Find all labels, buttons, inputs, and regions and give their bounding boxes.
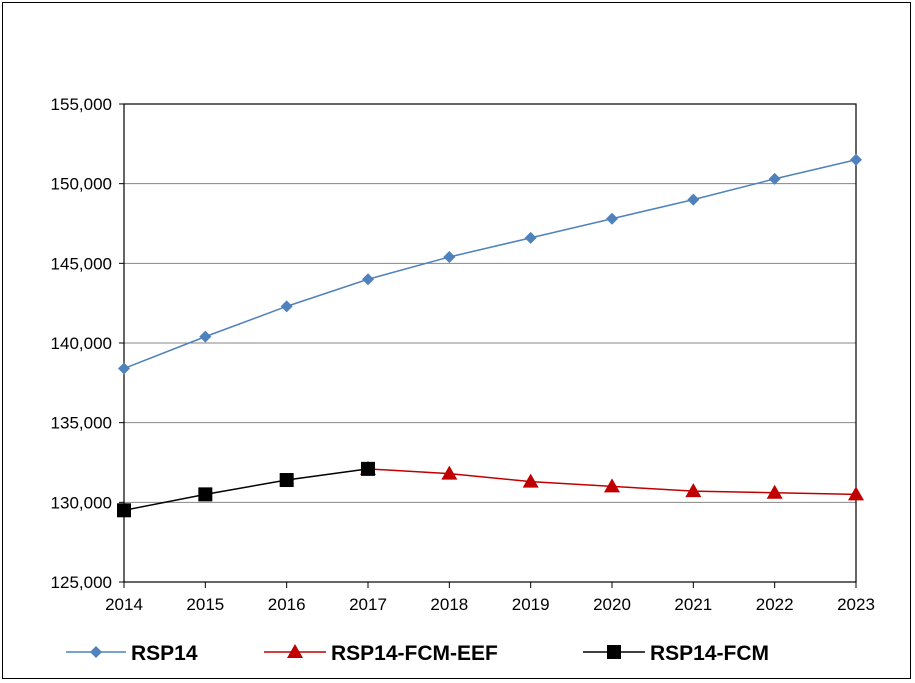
data-point-rsp14-fcm-eef: [848, 486, 864, 501]
data-point-rsp14: [280, 300, 293, 313]
data-point-rsp14: [199, 330, 212, 343]
series-rsp14: [118, 153, 862, 375]
y-tick-label: 130,000: [51, 493, 112, 512]
x-axis-ticks: 2014 2015 2016 2017 2018 2019 2020 2021 2022 2023: [105, 582, 875, 614]
x-tick-label: 2014: [105, 595, 143, 614]
legend-marker-rsp14: [90, 646, 102, 658]
x-tick-label: 2015: [186, 595, 224, 614]
data-point-rsp14-fcm-eef: [766, 484, 783, 499]
legend-item-rsp14-fcm-eef: RSP14-FCM-EEF: [264, 642, 498, 665]
series-group: [117, 153, 864, 518]
data-point-rsp14: [606, 212, 618, 225]
legend-item-rsp14-fcm: RSP14-FCM: [583, 642, 769, 665]
x-tick-label: 2021: [674, 595, 712, 614]
legend-item-rsp14: RSP14: [66, 642, 198, 665]
x-tick-label: 2016: [268, 595, 306, 614]
x-tick-label: 2019: [512, 595, 550, 614]
data-point-rsp14-fcm-eef: [441, 465, 458, 480]
y-tick-label: 150,000: [51, 175, 112, 194]
x-tick-label: 2022: [756, 595, 794, 614]
data-point-rsp14-fcm-eef: [685, 483, 702, 498]
data-point-rsp14-fcm: [279, 473, 294, 488]
gridlines: [124, 103, 856, 503]
x-tick-label: 2017: [349, 595, 387, 614]
x-tick-label: 2023: [837, 595, 875, 614]
legend-marker-rsp14-fcm: [607, 645, 621, 659]
y-axis-ticks: 125,000 130,000 135,000 140,000 145,000 150,0…: [51, 95, 124, 592]
x-tick-label: 2020: [593, 595, 631, 614]
data-point-rsp14: [443, 250, 456, 263]
y-tick-label: 155,000: [51, 95, 112, 114]
data-point-rsp14: [524, 231, 537, 244]
series-line-rsp14: [123, 159, 857, 370]
data-point-rsp14-fcm-eef: [522, 473, 539, 488]
legend-label-rsp14: RSP14: [131, 642, 198, 665]
y-tick-label: 140,000: [51, 334, 112, 353]
data-point-rsp14: [118, 362, 130, 375]
data-point-rsp14-fcm: [198, 487, 213, 502]
legend-marker-rsp14-fcm-eef: [287, 644, 303, 658]
data-point-rsp14: [362, 273, 374, 286]
data-point-rsp14-fcm: [117, 503, 131, 518]
data-point-rsp14-fcm: [361, 461, 375, 476]
x-tick-label: 2018: [430, 595, 468, 614]
series-rsp14-fcm-eef: [360, 460, 864, 501]
legend: RSP14 RSP14-FCM-EEF RSP14-FCM: [66, 642, 769, 665]
y-tick-label: 125,000: [51, 573, 112, 592]
legend-label-rsp14-fcm: RSP14-FCM: [650, 642, 769, 665]
series-rsp14-fcm: [117, 461, 375, 518]
data-point-rsp14: [687, 193, 700, 206]
legend-label-rsp14-fcm-eef: RSP14-FCM-EEF: [331, 642, 498, 665]
y-tick-label: 135,000: [51, 414, 112, 433]
y-tick-label: 145,000: [51, 254, 112, 273]
series-line-rsp14-fcm: [123, 468, 369, 512]
data-point-rsp14: [768, 172, 781, 185]
data-point-rsp14: [850, 153, 862, 166]
data-point-rsp14-fcm-eef: [604, 478, 620, 493]
